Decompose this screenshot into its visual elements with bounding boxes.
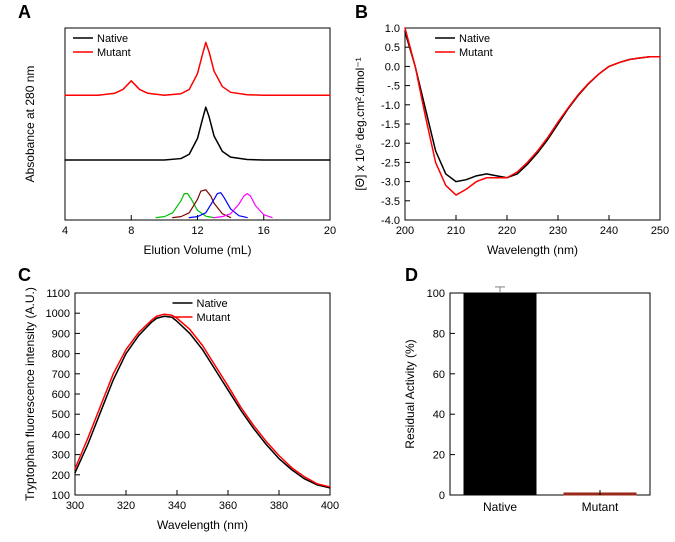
svg-text:1100: 1100 [46,288,70,300]
panel-a-chromatogram: 4 8 12 16 20 Elution Volume (mL) Absobance at … [20,10,340,260]
svg-text:8: 8 [128,225,134,237]
svg-text:Mutant: Mutant [197,312,231,324]
svg-text:60: 60 [433,369,445,381]
svg-text:-4.0: -4.0 [381,215,400,227]
svg-text:Residual Activity (%): Residual Activity (%) [403,339,417,448]
svg-text:700: 700 [52,369,70,381]
svg-text:600: 600 [52,389,70,401]
svg-text:-1.0: -1.0 [381,100,400,112]
svg-text:400: 400 [52,429,70,441]
svg-text:900: 900 [52,328,70,340]
svg-text:300: 300 [52,450,70,462]
svg-text:100: 100 [52,490,70,502]
svg-text:500: 500 [52,409,70,421]
svg-text:320: 320 [117,500,135,512]
svg-text:0.0: 0.0 [385,61,400,73]
panel-d-activity-bars: 0 20 40 60 80 100 Residual Activity (%) Native M… [400,275,660,535]
svg-text:210: 210 [447,225,465,237]
panel-b-cd-spectrum: 200210220230240250-4.0-3.5-3.0-2.5-2.0-1… [350,10,670,260]
svg-text:Absobance at 280 nm: Absobance at 280 nm [23,66,37,183]
svg-text:-1.5: -1.5 [381,119,400,131]
svg-text:250: 250 [651,225,669,237]
svg-text:20: 20 [433,450,445,462]
svg-text:Tryptophan fluorescence intens: Tryptophan fluorescence intensity (A.U.) [23,287,37,501]
svg-text:-2.5: -2.5 [381,157,400,169]
svg-text:340: 340 [168,500,186,512]
svg-text:230: 230 [549,225,567,237]
panel-c-fluorescence: 3003203403603804001002003004005006007008… [20,275,340,535]
svg-text:1000: 1000 [46,308,70,320]
svg-text:800: 800 [52,349,70,361]
svg-text:Native: Native [197,298,228,310]
svg-text:16: 16 [258,225,270,237]
svg-text:Mutant: Mutant [582,500,619,514]
svg-text:-2.0: -2.0 [381,138,400,150]
svg-text:80: 80 [433,328,445,340]
svg-text:Wavelength (nm): Wavelength (nm) [157,518,248,532]
svg-text:Native: Native [97,33,128,45]
svg-text:Mutant: Mutant [97,47,131,59]
svg-text:Mutant: Mutant [459,47,493,59]
svg-text:220: 220 [498,225,516,237]
svg-text:4: 4 [62,225,68,237]
svg-text:360: 360 [219,500,237,512]
svg-text:240: 240 [600,225,618,237]
svg-text:Native: Native [459,33,490,45]
svg-text:0: 0 [439,490,445,502]
svg-text:400: 400 [321,500,339,512]
svg-text:20: 20 [324,225,336,237]
svg-text:-3.0: -3.0 [381,177,400,189]
svg-text:40: 40 [433,409,445,421]
svg-text:-3.5: -3.5 [381,196,400,208]
svg-text:Wavelength (nm): Wavelength (nm) [487,243,578,257]
svg-text:100: 100 [427,288,445,300]
svg-text:380: 380 [270,500,288,512]
svg-text:Native: Native [483,500,517,514]
svg-text:0.5: 0.5 [385,42,400,54]
svg-text:1.0: 1.0 [385,23,400,35]
svg-text:Elution Volume (mL): Elution Volume (mL) [143,243,251,257]
svg-text:[Θ] x 10⁶ deg.cm².dmol⁻¹: [Θ] x 10⁶ deg.cm².dmol⁻¹ [353,57,367,190]
svg-text:200: 200 [52,470,70,482]
svg-text:12: 12 [191,225,203,237]
svg-text:-.5: -.5 [387,81,400,93]
